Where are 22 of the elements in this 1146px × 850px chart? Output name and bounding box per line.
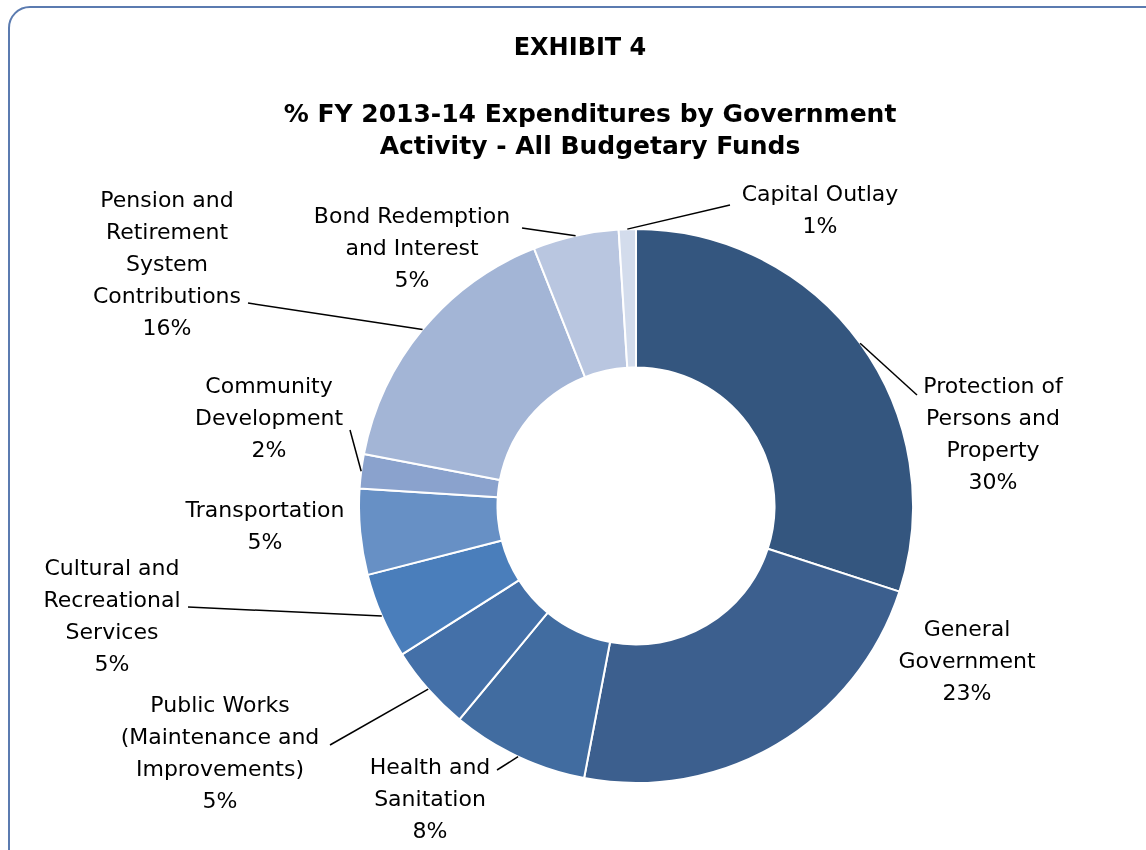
chart-subtitle: % FY 2013-14 Expenditures by Government Activity - All Budgetary Funds	[282, 98, 898, 162]
data-label: 1%	[802, 212, 838, 238]
slice-label: Health and Sanitation	[369, 753, 491, 811]
data-label: 30%	[968, 468, 1018, 494]
slice-label: Bond Redemption and Interest	[313, 202, 511, 260]
slice-label: Pension and Retirement System Contributions	[92, 186, 242, 308]
slice-label: General Government	[898, 615, 1036, 673]
chart-title: EXHIBIT 4	[512, 33, 648, 61]
slice-label: Cultural and Recreational Services	[43, 554, 181, 644]
data-label: 8%	[412, 817, 448, 843]
slice-label: Public Works (Maintenance and Improvements)	[120, 691, 320, 781]
slice-label: Community Development	[194, 372, 344, 430]
data-label: 5%	[394, 266, 430, 292]
slice-label: Transportation	[184, 496, 345, 522]
data-label: 16%	[142, 314, 192, 340]
data-label: 5%	[94, 650, 130, 676]
data-label: 2%	[251, 436, 287, 462]
slice-label: Capital Outlay	[741, 180, 899, 206]
data-label: 5%	[202, 787, 238, 813]
slice-label: Protection of Persons and Property	[923, 372, 1064, 462]
data-label: 23%	[942, 679, 992, 705]
data-label: 5%	[247, 528, 283, 554]
